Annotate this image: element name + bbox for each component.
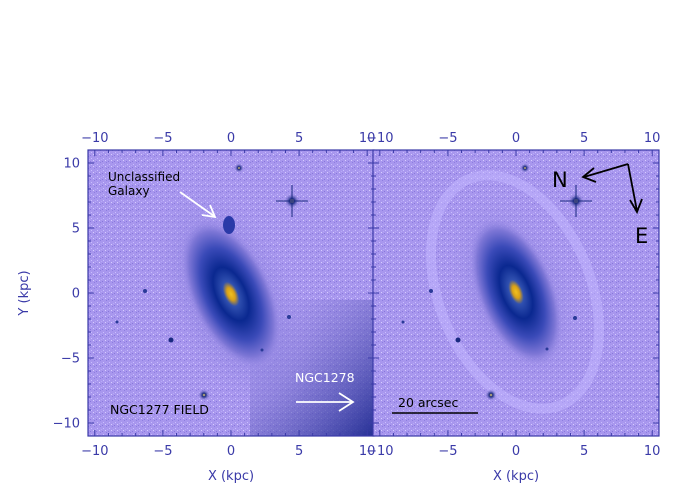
x-tick-label-bottom: −10: [366, 444, 393, 459]
y-tick-label: 0: [72, 287, 80, 302]
compass: [581, 163, 643, 215]
x-tick-label-top: −5: [438, 131, 457, 146]
x-tick-label-bottom: −5: [438, 444, 457, 459]
y-tick-label: −5: [61, 352, 80, 367]
x-tick-label-top: 10: [359, 131, 376, 146]
ngc1278-label: NGC1278: [295, 370, 355, 385]
field-label: NGC1277 FIELD: [110, 402, 209, 417]
x-tick-label-top: 5: [580, 131, 588, 146]
right-panel: 20 arcsec N E: [372, 149, 660, 437]
ngc1277-galaxy-subtracted: [468, 216, 564, 368]
x-tick-label-top: −10: [366, 131, 393, 146]
x-tick-label-bottom: 5: [580, 444, 588, 459]
x-axis-label: X (kpc): [493, 469, 539, 484]
x-tick-label-bottom: −10: [81, 444, 108, 459]
x-tick-label-top: 0: [227, 131, 235, 146]
x-tick-label-top: −5: [153, 131, 172, 146]
x-tick-label-bottom: −5: [153, 444, 172, 459]
x-tick-label-bottom: 10: [644, 444, 661, 459]
y-axis-label: Y (kpc): [17, 270, 32, 316]
x-tick-label-top: 5: [295, 131, 303, 146]
x-tick-label-top: 10: [644, 131, 661, 146]
y-tick-label: 10: [63, 157, 80, 172]
y-tick-label: −10: [53, 417, 80, 432]
ngc1277-galaxy: [179, 217, 283, 371]
x-tick-label-bottom: 0: [227, 444, 235, 459]
unclassified-galaxy-label: Unclassified Galaxy: [108, 170, 180, 198]
compass-east-label: E: [635, 224, 648, 248]
x-tick-label-bottom: 0: [512, 444, 520, 459]
x-tick-label-bottom: 5: [295, 444, 303, 459]
left-panel: Unclassified Galaxy NGC1278 NGC1277 FIELD: [87, 149, 375, 437]
unclassified-arrow: [179, 191, 215, 217]
compass-north-label: N: [552, 168, 568, 192]
x-tick-label-top: −10: [81, 131, 108, 146]
y-tick-label: 5: [72, 222, 80, 237]
x-axis-label: X (kpc): [208, 469, 254, 484]
x-tick-label-bottom: 10: [359, 444, 376, 459]
scale-bar-label: 20 arcsec: [398, 395, 458, 410]
x-tick-label-top: 0: [512, 131, 520, 146]
